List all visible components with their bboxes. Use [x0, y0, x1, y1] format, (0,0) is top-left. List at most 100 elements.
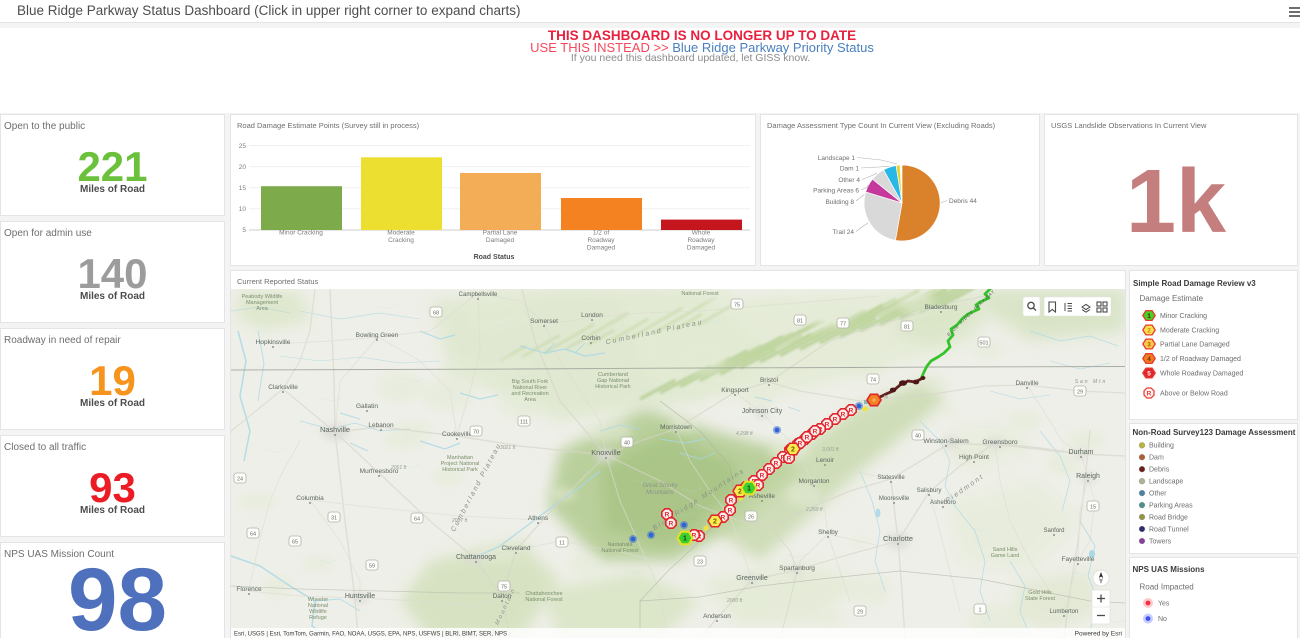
svg-text:Asheville: Asheville — [749, 493, 775, 500]
svg-text:Cleveland: Cleveland — [502, 545, 531, 552]
svg-text:Corbin: Corbin — [581, 335, 601, 342]
svg-text:64: 64 — [250, 532, 256, 538]
svg-text:Charlotte: Charlotte — [883, 534, 913, 543]
svg-text:Salisbury: Salisbury — [917, 488, 942, 494]
svg-text:Dalton: Dalton — [493, 593, 512, 600]
svg-text:Historical Park: Historical Park — [595, 384, 631, 390]
svg-text:29: 29 — [857, 610, 863, 616]
svg-text:London: London — [581, 312, 603, 319]
svg-text:Big South Fork: Big South Fork — [512, 379, 549, 385]
svg-text:Building: Building — [1149, 443, 1174, 450]
svg-text:Spartanburg: Spartanburg — [779, 565, 815, 572]
svg-text:2000 ft: 2000 ft — [726, 598, 743, 604]
svg-text:1: 1 — [683, 536, 687, 543]
svg-text:40: 40 — [624, 441, 630, 447]
svg-text:R: R — [721, 515, 726, 522]
svg-text:Danville: Danville — [1015, 380, 1039, 387]
svg-text:and Recreation: and Recreation — [511, 391, 548, 397]
svg-text:Johnson City: Johnson City — [742, 408, 783, 415]
svg-text:Yes: Yes — [1158, 601, 1170, 608]
svg-text:Whole Roadway Damaged: Whole Roadway Damaged — [1160, 371, 1243, 378]
svg-text:Parking Areas 6: Parking Areas 6 — [813, 188, 859, 195]
svg-text:Landscape 1: Landscape 1 — [818, 155, 856, 162]
svg-text:Nantahala: Nantahala — [607, 542, 633, 548]
svg-text:Greenville: Greenville — [736, 575, 768, 582]
svg-text:Historical Park: Historical Park — [442, 467, 478, 473]
svg-text:23: 23 — [697, 560, 703, 566]
svg-text:1/2 of: 1/2 of — [593, 230, 609, 237]
svg-text:2: 2 — [738, 489, 742, 496]
svg-text:Shelby: Shelby — [818, 529, 839, 536]
svg-text:2061 ft: 2061 ft — [390, 465, 407, 471]
svg-text:R: R — [692, 533, 697, 540]
svg-text:Campbellsville: Campbellsville — [459, 292, 498, 298]
svg-text:Area: Area — [256, 306, 269, 312]
svg-text:Roadway: Roadway — [687, 237, 715, 244]
svg-text:Daniel Boone: Daniel Boone — [683, 289, 716, 291]
svg-text:R: R — [825, 422, 830, 429]
svg-text:R: R — [1147, 391, 1152, 398]
svg-text:Bladesburg: Bladesburg — [925, 304, 958, 311]
svg-text:Durham: Durham — [1069, 449, 1094, 456]
svg-text:Debris 44: Debris 44 — [949, 198, 977, 205]
svg-text:68: 68 — [433, 311, 439, 317]
svg-text:Cumberland: Cumberland — [598, 372, 628, 378]
svg-text:Greensboro: Greensboro — [982, 439, 1018, 446]
svg-text:81: 81 — [904, 325, 910, 331]
svg-text:Lebanon: Lebanon — [368, 422, 394, 429]
svg-text:Athens: Athens — [528, 515, 549, 522]
svg-text:Minor Cracking: Minor Cracking — [279, 230, 323, 237]
svg-text:Refuge: Refuge — [309, 615, 327, 621]
svg-text:National Forest: National Forest — [681, 291, 719, 297]
svg-text:Morristown: Morristown — [660, 424, 692, 431]
svg-text:Chattanooga: Chattanooga — [456, 554, 496, 561]
svg-text:R: R — [813, 429, 818, 436]
svg-text:R: R — [756, 483, 761, 490]
svg-text:Kingsport: Kingsport — [721, 387, 749, 394]
svg-text:Hopkinsville: Hopkinsville — [256, 339, 291, 346]
svg-text:501: 501 — [979, 341, 988, 347]
svg-text:R: R — [774, 461, 779, 468]
svg-text:Above or Below Road: Above or Below Road — [1160, 391, 1228, 398]
svg-text:Debris: Debris — [1149, 467, 1170, 474]
svg-text:4: 4 — [1147, 356, 1151, 363]
svg-text:Clarksville: Clarksville — [268, 384, 298, 391]
svg-text:Trail 24: Trail 24 — [833, 229, 855, 236]
svg-text:R: R — [767, 467, 772, 474]
svg-text:10: 10 — [239, 206, 247, 213]
svg-text:Mountains: Mountains — [646, 490, 674, 496]
svg-text:1: 1 — [747, 486, 751, 493]
svg-text:Powered by Esri: Powered by Esri — [1075, 631, 1122, 638]
svg-text:Lenoir: Lenoir — [816, 457, 835, 464]
svg-text:74: 74 — [870, 378, 876, 384]
svg-text:R: R — [760, 473, 765, 480]
svg-text:77: 77 — [840, 322, 846, 328]
svg-text:1: 1 — [978, 608, 981, 614]
svg-text:29: 29 — [1077, 390, 1083, 396]
svg-text:Damaged: Damaged — [486, 237, 515, 244]
svg-text:Great Smoky: Great Smoky — [642, 483, 678, 489]
svg-text:R: R — [833, 417, 838, 424]
svg-text:40: 40 — [915, 434, 921, 440]
svg-text:111: 111 — [520, 420, 528, 426]
svg-text:Raleigh: Raleigh — [1076, 473, 1100, 480]
svg-text:59: 59 — [369, 564, 375, 570]
svg-text:Gold Hills: Gold Hills — [1028, 590, 1052, 596]
svg-text:Esri, USGS | Esri, TomTom, Gar: Esri, USGS | Esri, TomTom, Garmin, FAO, … — [234, 632, 507, 638]
svg-text:Management: Management — [246, 300, 279, 306]
svg-text:Damaged: Damaged — [587, 245, 616, 252]
svg-text:75: 75 — [501, 585, 507, 591]
svg-text:Fayetteville: Fayetteville — [1062, 556, 1095, 563]
svg-text:National River: National River — [513, 385, 548, 391]
svg-text:R: R — [787, 456, 792, 463]
svg-text:Anderson: Anderson — [703, 613, 731, 620]
svg-text:Bowling Green: Bowling Green — [356, 332, 399, 339]
svg-text:2: 2 — [713, 519, 717, 526]
svg-text:NPS UAS Missions: NPS UAS Missions — [1133, 565, 1206, 574]
svg-text:Road Impacted: Road Impacted — [1140, 583, 1194, 592]
svg-text:Other: Other — [1149, 491, 1167, 498]
svg-text:2,269 ft: 2,269 ft — [805, 507, 823, 513]
svg-text:Roadway: Roadway — [587, 237, 615, 244]
svg-text:Minor Cracking: Minor Cracking — [1160, 313, 1207, 320]
svg-text:R: R — [798, 441, 803, 448]
